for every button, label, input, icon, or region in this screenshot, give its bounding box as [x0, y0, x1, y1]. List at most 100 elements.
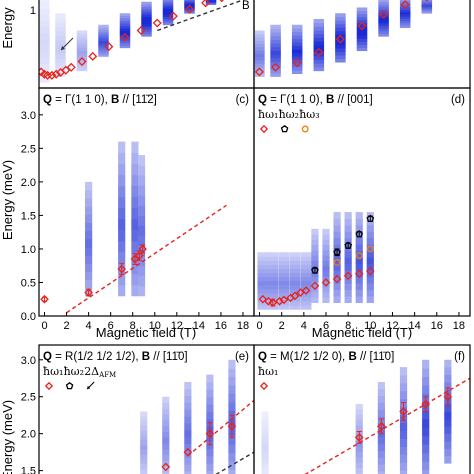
data-point: [366, 214, 375, 222]
heat-cell: [355, 257, 363, 265]
heat-cell: [162, 402, 170, 409]
heat-cell: [333, 224, 341, 232]
heat-cell: [335, 16, 346, 21]
heat-cell: [355, 414, 363, 421]
heat-cell: [399, 9, 411, 13]
heat-cell: [344, 212, 352, 219]
heat-cell: [421, 7, 433, 9]
heat-cell: [267, 280, 279, 286]
heat-cell: [137, 155, 146, 166]
heat-cell: [184, 423, 192, 431]
heat-cell: [39, 45, 50, 52]
legend-subscript: AFM: [98, 371, 116, 379]
heat-cell: [162, 419, 170, 427]
heat-cell: [422, 385, 430, 394]
heat-cell: [76, 44, 88, 49]
heat-cell: [76, 50, 88, 54]
heat-cell: [300, 256, 312, 261]
heat-cell: [267, 293, 279, 298]
heat-cell: [140, 411, 148, 417]
panel-label: (d): [451, 94, 465, 106]
data-point: [332, 274, 342, 284]
heat-cell: [399, 18, 411, 22]
heat-cell: [162, 414, 170, 421]
data-point: [183, 447, 193, 457]
heat-cell: [254, 56, 265, 61]
heat-cell: [377, 395, 385, 403]
heat-cell: [162, 437, 170, 444]
heat-cell: [39, 32, 50, 40]
title-part-q: Q: [258, 94, 267, 106]
heat-cell: [270, 35, 281, 40]
heat-cell: [228, 469, 236, 474]
heat-cell: [162, 448, 170, 456]
plot-area-e: [140, 359, 254, 474]
heat-cell: [399, 430, 408, 439]
data-point: [333, 258, 341, 266]
heat-cell: [378, 28, 389, 32]
heat-cell: [140, 449, 148, 455]
heat-cell: [55, 71, 66, 77]
heat-cell: [162, 8, 174, 11]
heat-cell: [118, 273, 126, 286]
heat-cell: [141, 21, 152, 25]
heat-cell: [322, 255, 330, 261]
heat-cell: [261, 463, 269, 469]
heat-cell: [421, 9, 433, 12]
heat-cell: [355, 409, 363, 416]
heat-cell: [311, 292, 319, 298]
heat-cell: [140, 416, 148, 422]
heat-cell: [355, 218, 363, 226]
heat-cell: [55, 13, 66, 19]
heat-cell: [333, 244, 341, 252]
heat-cell: [444, 426, 452, 435]
heat-cell: [141, 19, 152, 22]
heat-cell: [228, 461, 236, 470]
heat-cell: [289, 288, 301, 294]
data-point: [138, 244, 147, 254]
data-point: [311, 266, 319, 274]
heat-cell: [291, 70, 303, 75]
heat-cell: [421, 2, 433, 4]
legend-arrowhead: [87, 385, 91, 389]
heat-cell: [322, 239, 330, 246]
heat-cell: [137, 215, 146, 226]
heat-cell: [184, 388, 192, 397]
data-point: [88, 51, 98, 61]
heat-cell: [98, 29, 109, 32]
panel-label: (f): [454, 351, 465, 363]
heat-cell: [355, 244, 363, 252]
heat-cell: [39, 69, 50, 77]
heat-cell: [335, 27, 346, 32]
heat-cell: [289, 305, 301, 310]
heat-cell: [85, 238, 93, 248]
x-tick-label: 6: [108, 320, 114, 332]
data-point: [377, 421, 386, 431]
heat-cell: [119, 30, 131, 34]
heat-cell: [291, 56, 303, 61]
heat-cell: [322, 265, 330, 272]
panel-title: Q = R(1/2 1/2 1/2), B // [11̄0]: [43, 351, 188, 363]
heat-cell: [300, 293, 312, 298]
heat-cell: [137, 235, 146, 246]
legend-marker: [301, 125, 309, 133]
heat-cell: [444, 367, 452, 375]
heat-cell: [39, 39, 50, 46]
heat-cell: [335, 30, 346, 35]
heat-cell: [344, 276, 352, 284]
heat-cell: [55, 17, 66, 23]
panel-title: Q = Γ(1 1 0), B // [11̄2]: [43, 94, 157, 106]
legend-label: ħω₁: [258, 365, 278, 378]
heat-cell: [118, 174, 126, 187]
guide-line: [187, 399, 254, 457]
heat-cell: [322, 228, 330, 235]
heat-cell: [291, 66, 303, 71]
heat-cell: [261, 435, 269, 441]
heat-cell: [254, 60, 265, 64]
heat-cell: [206, 389, 214, 398]
heat-cell: [141, 11, 152, 15]
heat-cell: [205, 0, 217, 2]
heat-cell: [399, 438, 408, 447]
panel-label: (e): [235, 351, 249, 363]
